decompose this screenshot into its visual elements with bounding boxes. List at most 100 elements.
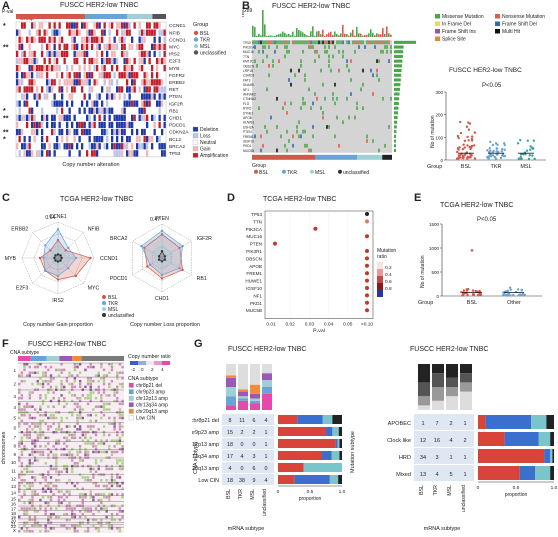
panel-label-d: D xyxy=(227,192,235,204)
group-bar-TKR xyxy=(85,14,127,19)
radar-loss-spoke xyxy=(161,240,192,259)
cna-cell xyxy=(116,459,119,462)
heatmap-cell xyxy=(88,86,91,93)
heatmap-cell xyxy=(138,114,141,121)
cna-cell xyxy=(68,382,71,386)
heatmap-cell xyxy=(46,86,49,93)
cna-cell xyxy=(116,433,119,437)
panel-e-ylabel: No of mutation xyxy=(420,255,426,288)
cna-cell xyxy=(28,416,31,420)
g-left-stack-seg xyxy=(226,405,236,410)
cna-cell xyxy=(121,365,124,369)
heatmap-cell xyxy=(61,107,64,114)
cna-cell xyxy=(20,374,24,377)
heatmap-cell xyxy=(66,72,69,79)
cna-cell xyxy=(65,453,69,457)
cna-cell xyxy=(71,382,74,386)
heatmap-cell xyxy=(83,79,86,86)
heatmap-cell xyxy=(151,93,154,100)
cna-cell xyxy=(65,504,69,507)
heatmap-cell xyxy=(163,57,166,65)
panel-b-xcat-BSL: BSL xyxy=(461,164,471,170)
subtype-legend-swatch xyxy=(128,395,134,401)
cna-cell xyxy=(118,413,122,417)
panel-b-xcat-MSL: MSL xyxy=(520,164,531,170)
oncoplot-cell xyxy=(370,68,372,73)
oncoplot-cell xyxy=(280,40,282,45)
oncoplot-cell xyxy=(328,40,330,45)
heatmap-cell xyxy=(73,22,76,29)
cna-cell xyxy=(23,484,26,488)
cna-cell xyxy=(76,363,79,366)
g-left-cell: 4 xyxy=(265,478,268,484)
cna-cell xyxy=(57,422,61,425)
cna-cell xyxy=(86,442,90,445)
cna-cell xyxy=(116,473,119,476)
dot-gene-FREM1: FREM1 xyxy=(246,271,262,276)
dot-gene-MUC5B: MUC5B xyxy=(246,308,262,313)
g-right-prop-seg xyxy=(478,432,505,446)
heatmap-cell xyxy=(156,72,159,79)
oncoplot-cell xyxy=(308,148,310,153)
cna-cell xyxy=(33,408,37,411)
cna-cell xyxy=(25,487,29,491)
cna-cell xyxy=(28,462,31,465)
heatmap-cell xyxy=(41,150,44,157)
heatmap-cell xyxy=(121,136,124,143)
heatmap-cell xyxy=(123,43,126,50)
cna-cell xyxy=(18,481,21,485)
heatmap-cell xyxy=(161,100,164,107)
cna-cell xyxy=(49,385,53,389)
oncoplot-cell xyxy=(284,101,286,106)
cna-cell xyxy=(118,510,122,513)
cna-cell xyxy=(23,433,26,437)
oncoplot-cell xyxy=(332,54,334,59)
heatmap-cell xyxy=(23,93,26,100)
heatmap-cell xyxy=(53,57,56,65)
oncoplot-cell xyxy=(268,73,270,78)
heatmap-cell xyxy=(163,50,166,58)
legend-group-MSL: MSL xyxy=(200,44,211,50)
oncoplot-cell xyxy=(312,45,314,49)
oncoplot-cell xyxy=(304,40,306,45)
panel-b-point xyxy=(516,142,520,145)
cna-cell xyxy=(20,371,24,374)
cna-cell xyxy=(33,510,37,513)
heatmap-cell xyxy=(101,29,104,36)
onco-gene-TTN: TTN xyxy=(243,55,250,59)
cna-cell xyxy=(52,453,55,457)
cna-cell xyxy=(116,388,119,391)
tmb-bar xyxy=(348,35,350,37)
cna-cell xyxy=(47,515,50,519)
mut-legend-swatch xyxy=(435,36,440,41)
cna-cell xyxy=(108,498,111,502)
heatmap-cell xyxy=(153,43,156,50)
mut-legend-swatch xyxy=(435,29,440,34)
chrom-label-9: 9 xyxy=(13,452,16,457)
heatmap-cell xyxy=(61,93,64,100)
cna-cell xyxy=(25,422,29,425)
cna-cell xyxy=(100,493,103,496)
oncoplot-cell xyxy=(296,125,298,129)
cna-cell xyxy=(47,436,50,440)
oncoplot-cell xyxy=(390,96,392,101)
gene-label-BCL2: BCL2 xyxy=(169,137,181,143)
cna-cell xyxy=(81,416,84,420)
heatmap-cell xyxy=(138,107,141,114)
g-left-stack-seg xyxy=(262,380,272,387)
cna-cell xyxy=(113,388,116,391)
heatmap-cell xyxy=(146,100,149,107)
cna-cell xyxy=(84,368,87,372)
ratio-grad-seg xyxy=(138,361,146,365)
cna-cell xyxy=(33,493,37,496)
panel-e-point xyxy=(509,294,512,297)
oncoplot-cell xyxy=(302,101,304,106)
oncoplot-cell xyxy=(366,40,368,45)
heatmap-cell xyxy=(73,136,76,143)
g-left-stack-seg xyxy=(238,400,248,410)
heatmap-cell xyxy=(41,65,44,72)
radar-legend-dot xyxy=(102,295,106,299)
cna-cell xyxy=(36,382,39,386)
oncoplot-cell xyxy=(262,45,264,49)
radar-gain-point xyxy=(60,256,63,260)
